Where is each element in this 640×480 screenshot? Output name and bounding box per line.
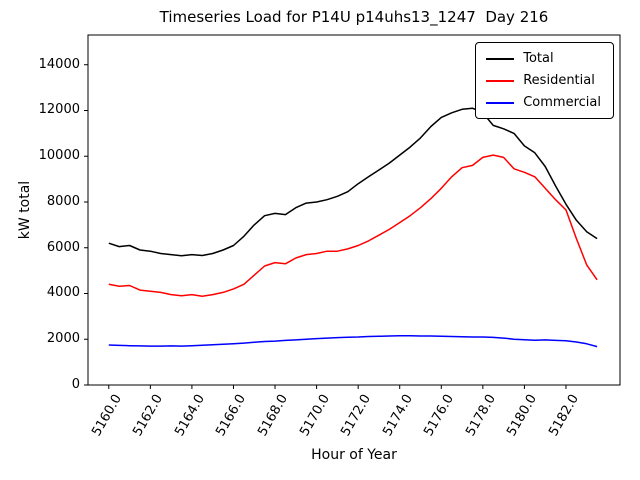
y-tick-label: 2000 (46, 331, 80, 347)
series-line-residential (108, 154, 598, 297)
legend-label-commercial: Commercial (523, 95, 601, 110)
y-tick-label: 4000 (46, 285, 80, 301)
y-tick-label: 10000 (38, 148, 80, 164)
y-tick-label: 0 (71, 377, 80, 392)
y-tick-label: 12000 (38, 102, 80, 118)
y-axis-label: kW total (17, 180, 33, 240)
y-tick-label: 6000 (46, 239, 80, 255)
x-axis-label: Hour of Year (311, 447, 397, 463)
legend-item-commercial: Commercial (486, 95, 601, 110)
legend-item-residential: Residential (486, 73, 601, 88)
legend-label-total: Total (523, 51, 554, 66)
legend-label-residential: Residential (523, 73, 595, 88)
legend: Total Residential Commercial (475, 42, 614, 119)
y-tick-label: 14000 (38, 56, 80, 72)
legend-line-commercial-icon (486, 101, 515, 104)
legend-item-total: Total (486, 51, 601, 66)
chart-title: Timeseries Load for P14U p14uhs13_1247 D… (159, 8, 549, 26)
y-tick-label: 8000 (46, 193, 80, 209)
legend-line-residential-icon (486, 79, 515, 82)
legend-line-total-icon (486, 57, 515, 60)
series-line-commercial (108, 335, 598, 348)
series-line-total (108, 107, 598, 257)
plot-frame (87, 34, 621, 386)
